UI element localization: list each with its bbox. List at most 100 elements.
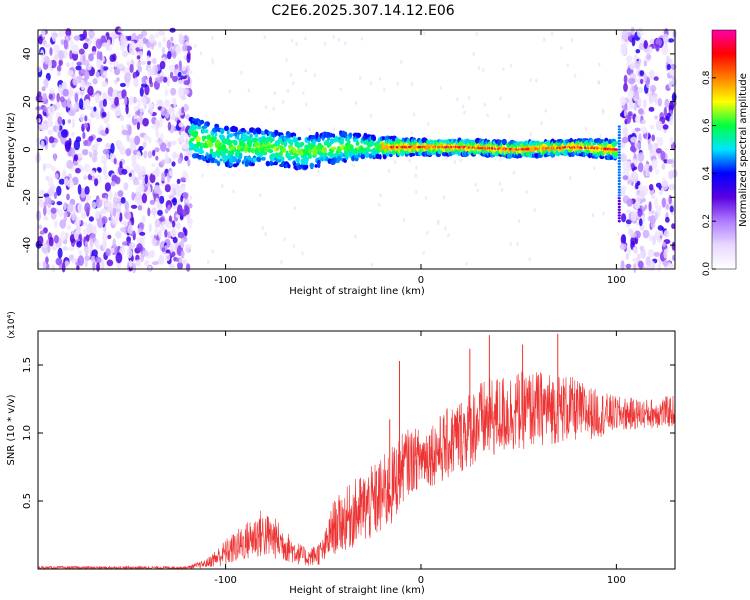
noise-speck — [142, 141, 147, 149]
signal-blob — [248, 143, 252, 148]
noise-speck — [645, 170, 651, 177]
noise-speck — [126, 60, 130, 67]
noise-speck — [148, 136, 152, 144]
noise-speck — [155, 32, 160, 39]
faint-speck — [408, 158, 411, 163]
faint-speck — [512, 170, 516, 175]
faint-speck — [308, 127, 311, 132]
noise-speck — [132, 263, 137, 274]
faint-speck — [525, 190, 528, 194]
faint-speck — [286, 89, 290, 93]
noise-speck — [185, 114, 190, 120]
noise-speck — [625, 209, 632, 214]
signal-blob — [315, 132, 319, 139]
noise-speck — [60, 230, 67, 242]
noise-speck — [55, 173, 59, 180]
noise-speck — [48, 236, 54, 247]
noise-speck — [654, 211, 659, 221]
noise-speck — [178, 35, 185, 45]
noise-speck — [105, 153, 110, 160]
noise-speck — [182, 144, 189, 150]
faint-speck — [516, 241, 519, 246]
noise-speck — [116, 77, 120, 82]
noise-speck — [93, 106, 97, 112]
faint-speck — [379, 76, 382, 81]
faint-speck — [533, 207, 536, 212]
noise-speck — [633, 171, 638, 180]
noise-speck — [63, 215, 67, 223]
noise-speck — [165, 147, 170, 153]
faint-speck — [359, 76, 362, 80]
noise-speck — [92, 51, 96, 56]
noise-speck — [56, 201, 63, 206]
signal-blob — [236, 134, 240, 140]
faint-speck — [620, 31, 623, 36]
spectrogram-ytick-label: 40 — [22, 48, 33, 61]
noise-speck — [53, 219, 58, 229]
noise-speck — [101, 111, 107, 118]
signal-blob — [572, 150, 576, 156]
noise-speck — [41, 244, 48, 248]
faint-speck — [261, 225, 265, 230]
noise-speck — [88, 216, 94, 222]
faint-speck — [295, 41, 298, 46]
noise-speck — [46, 120, 54, 128]
faint-speck — [442, 195, 446, 200]
faint-speck — [509, 241, 512, 246]
noise-speck — [60, 39, 64, 45]
noise-speck — [121, 129, 128, 136]
noise-speck — [69, 49, 73, 60]
noise-speck — [172, 236, 178, 244]
signal-blob — [302, 164, 309, 170]
noise-speck — [84, 84, 88, 92]
noise-speck — [625, 263, 632, 269]
noise-speck — [637, 152, 645, 163]
faint-speck — [344, 41, 347, 46]
noise-speck — [629, 229, 634, 236]
noise-speck — [58, 59, 63, 66]
noise-speck — [647, 249, 655, 258]
noise-speck — [67, 119, 72, 124]
noise-speck — [161, 46, 166, 55]
noise-speck — [69, 234, 75, 244]
noise-speck — [84, 255, 90, 262]
noise-speck — [663, 33, 669, 44]
signal-blob — [250, 162, 255, 167]
noise-speck — [625, 55, 633, 63]
noise-speck — [107, 95, 112, 101]
signal-blob — [196, 126, 202, 130]
faint-speck — [414, 173, 417, 178]
faint-speck — [498, 181, 502, 186]
faint-speck — [190, 70, 193, 75]
noise-speck — [89, 170, 96, 177]
snr-xlabel: Height of straight line (km) — [289, 585, 425, 596]
noise-speck — [644, 163, 650, 169]
faint-speck — [447, 233, 450, 238]
spectrogram-marks — [35, 26, 678, 274]
faint-speck — [426, 230, 429, 235]
noise-speck — [109, 54, 116, 62]
signal-blob — [238, 153, 243, 160]
noise-speck — [41, 86, 46, 92]
noise-speck — [134, 135, 141, 146]
noise-speck — [625, 223, 631, 228]
faint-speck — [302, 91, 305, 96]
noise-speck — [633, 103, 637, 111]
signal-blob — [281, 146, 287, 153]
noise-speck — [169, 170, 173, 177]
noise-speck — [178, 257, 183, 264]
faint-speck — [550, 31, 554, 36]
noise-speck — [53, 44, 60, 53]
faint-speck — [476, 188, 479, 193]
noise-speck — [82, 131, 86, 139]
faint-speck — [317, 169, 320, 174]
boundary-streak — [617, 131, 621, 134]
noise-speck — [58, 30, 65, 38]
noise-speck — [621, 136, 629, 144]
signal-blob — [410, 152, 416, 157]
noise-speck — [128, 172, 132, 177]
faint-speck — [332, 127, 336, 132]
noise-speck — [95, 241, 100, 250]
snr-ytick-label: 0.5 — [22, 493, 33, 509]
noise-speck — [662, 241, 666, 247]
